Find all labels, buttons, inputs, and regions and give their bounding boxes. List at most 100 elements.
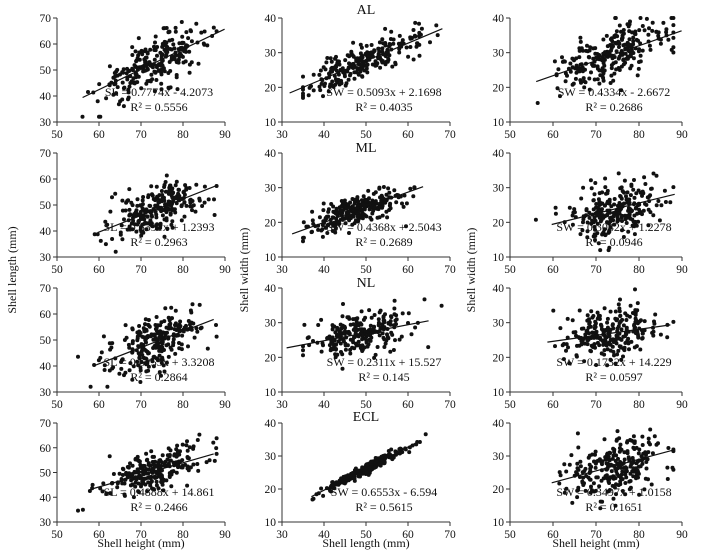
- data-point: [169, 347, 174, 352]
- data-point: [175, 449, 180, 454]
- data-point: [640, 434, 645, 439]
- data-point: [579, 196, 584, 201]
- data-point: [616, 348, 621, 353]
- data-point: [566, 345, 570, 350]
- data-point: [415, 41, 420, 46]
- data-point: [587, 210, 592, 215]
- data-point: [76, 354, 80, 359]
- data-point: [126, 465, 131, 469]
- data-point: [321, 65, 326, 70]
- data-point: [619, 357, 624, 362]
- data-point: [386, 56, 391, 61]
- data-point: [636, 475, 640, 480]
- data-point: [160, 355, 165, 360]
- data-point: [324, 60, 329, 65]
- data-point: [373, 63, 378, 68]
- data-point: [640, 189, 645, 194]
- data-point: [169, 470, 174, 474]
- data-point: [349, 49, 354, 54]
- y-tick-label: 70: [40, 148, 52, 160]
- data-point: [623, 334, 627, 339]
- data-point: [214, 436, 219, 441]
- data-point: [135, 334, 140, 339]
- data-point: [580, 480, 585, 485]
- data-point: [157, 348, 162, 353]
- data-point: [171, 42, 176, 47]
- data-point: [590, 62, 595, 67]
- data-point: [166, 461, 171, 466]
- data-point: [358, 327, 363, 332]
- data-point: [301, 220, 306, 225]
- data-point: [359, 63, 363, 68]
- data-point: [321, 201, 326, 206]
- data-point: [627, 200, 632, 205]
- data-point: [600, 213, 605, 218]
- data-point: [404, 45, 409, 50]
- data-point: [598, 202, 603, 206]
- data-point: [426, 345, 431, 350]
- data-point: [171, 341, 176, 346]
- data-point: [88, 384, 93, 389]
- data-point: [92, 232, 97, 237]
- data-point: [595, 52, 600, 56]
- data-point: [383, 312, 387, 317]
- y-axis-title: Shell width (mm): [464, 228, 478, 313]
- data-point: [615, 34, 620, 39]
- data-point: [613, 361, 618, 366]
- data-point: [598, 219, 603, 224]
- data-point: [612, 197, 617, 201]
- data-point: [367, 196, 371, 201]
- data-point: [162, 185, 167, 189]
- data-point: [152, 44, 156, 49]
- data-point: [638, 318, 643, 323]
- trend-line: [93, 453, 214, 490]
- r-squared-label: R² = 0.0597: [585, 370, 642, 384]
- data-point: [369, 335, 374, 340]
- data-point: [610, 323, 615, 328]
- data-point: [564, 348, 568, 353]
- y-tick-label: 40: [265, 283, 277, 295]
- data-point: [182, 200, 187, 205]
- data-point: [107, 64, 112, 69]
- data-point: [417, 34, 421, 39]
- data-point: [173, 25, 178, 30]
- data-point: [164, 325, 169, 330]
- data-point: [597, 317, 602, 321]
- data-point: [587, 48, 592, 53]
- data-point: [435, 33, 440, 38]
- data-point: [624, 475, 629, 480]
- data-point: [380, 59, 385, 63]
- data-point: [593, 321, 598, 326]
- data-point: [650, 20, 655, 25]
- data-point: [120, 80, 125, 85]
- data-point: [625, 338, 630, 343]
- data-point: [112, 71, 117, 75]
- data-point: [128, 361, 133, 366]
- data-point: [347, 54, 352, 59]
- x-axis-title: Shell height (mm): [97, 536, 184, 550]
- data-point: [190, 208, 194, 213]
- x-tick-label: 80: [177, 529, 189, 541]
- data-point: [400, 311, 405, 316]
- data-point: [170, 37, 175, 42]
- data-point: [631, 35, 636, 40]
- data-point: [557, 481, 562, 486]
- data-point: [665, 477, 670, 481]
- data-point: [588, 477, 592, 482]
- data-point: [153, 475, 158, 480]
- scatter-panel-nl-1: 30 40 50 60 70 50 60 70 80 90 SL = 0.6253x + 3.320…: [40, 283, 232, 411]
- data-point: [150, 77, 155, 82]
- data-point: [172, 46, 177, 51]
- x-tick-label: 70: [444, 399, 456, 411]
- data-point: [609, 73, 614, 78]
- data-point: [636, 451, 641, 456]
- data-point: [581, 475, 586, 480]
- data-point: [627, 42, 632, 47]
- data-point: [366, 188, 371, 193]
- data-point: [596, 197, 601, 202]
- data-point: [393, 318, 398, 323]
- data-point: [434, 23, 439, 28]
- data-point: [139, 359, 144, 364]
- data-point: [170, 195, 175, 200]
- data-point: [369, 459, 374, 464]
